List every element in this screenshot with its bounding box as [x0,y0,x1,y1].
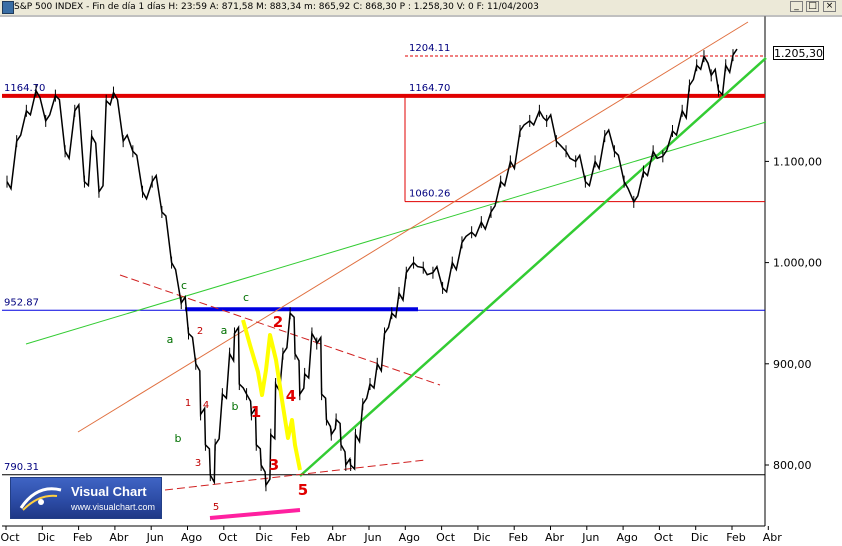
x-tick-label: Feb [291,531,310,544]
x-tick-label: Dic [38,531,56,544]
x-tick-label: Ago [616,531,638,544]
x-tick-label: Abr [545,531,565,544]
level-label-1164-right: 1164.70 [409,83,450,94]
wave-label-green: c [243,291,249,304]
minimize-icon[interactable]: _ [790,1,803,12]
wave-label-green: b [232,400,239,413]
logo-brand-text: Visual Chart [71,484,147,499]
price-series [6,48,738,488]
window-title: S&P 500 INDEX - Fin de día 1 días H: 23:… [14,2,539,12]
y-tick-label: 1.100,00 [773,155,822,168]
red-dashed-upper [119,274,441,386]
wave-label-red-big: 5 [298,481,308,499]
wave-label-green: a [221,324,228,337]
window-titlebar[interactable]: S&P 500 INDEX - Fin de día 1 días H: 23:… [0,0,842,16]
x-tick-label: Oct [218,531,238,544]
maximize-icon[interactable]: □ [806,1,819,12]
logo-swoosh-icon [19,487,62,511]
wave-label-red-small: 1 [185,398,191,409]
x-tick-label: Oct [436,531,456,544]
level-label-1060: 1060.26 [409,189,450,200]
level-label-1204: 1204.11 [409,43,450,54]
wave-label-red-small: 5 [213,502,219,513]
level-label-790: 790.31 [4,462,39,473]
magenta-line [209,508,301,520]
wave-label-red-big: 1 [251,403,261,421]
x-tick-label: Abr [109,531,129,544]
level-label-1164-left: 1164.70 [4,83,45,94]
wave-label-red-big: 4 [286,387,296,405]
close-icon[interactable]: × [823,1,836,12]
x-tick-label: Feb [73,531,92,544]
level-label-952: 952.87 [4,297,39,308]
price-chart[interactable]: 800,00 900,00 1.000,00 1.100,00 Oct Dic Feb Abr… [0,15,842,546]
x-tick-label: Ago [399,531,421,544]
y-tick-label: 1.000,00 [773,257,822,270]
x-tick-label: Dic [691,531,709,544]
wave-label-red-small: 2 [197,326,203,337]
x-tick-label: Feb [726,531,745,544]
x-tick-label: Jun [581,531,599,544]
x-tick-label: Feb [508,531,527,544]
last-price-badge: 1.205,30 [773,46,824,60]
visualchart-logo: Visual Chart www.visualchart.com [10,477,162,519]
y-tick-label: 800,00 [773,459,812,472]
red-dashed-lower [164,459,426,491]
x-tick-label: Abr [763,531,783,544]
wave-label-red-big: 3 [269,456,279,474]
wave-label-red-small: 4 [203,400,209,411]
wave-label-red-big: 2 [273,313,283,331]
orange-channel-line [77,21,749,433]
x-tick-label: Dic [473,531,491,544]
x-tick-label: Oct [0,531,20,544]
green-trendline-minor [25,121,767,345]
x-tick-label: Jun [363,531,381,544]
wave-label-green: a [167,333,174,346]
green-trendline-major [299,57,767,477]
app-icon [2,1,14,14]
x-tick-label: Jun [146,531,164,544]
x-tick-label: Oct [654,531,674,544]
chart-background [0,15,842,546]
wave-label-green: b [175,432,182,445]
yellow-wave-highlight [241,319,302,471]
x-tick-label: Dic [255,531,273,544]
x-tick-label: Ago [181,531,203,544]
y-tick-label: 900,00 [773,358,812,371]
logo-url-text: www.visualchart.com [71,502,156,512]
x-tick-label: Abr [327,531,347,544]
wave-label-green: c [181,279,187,292]
wave-label-red-small: 3 [195,458,201,469]
